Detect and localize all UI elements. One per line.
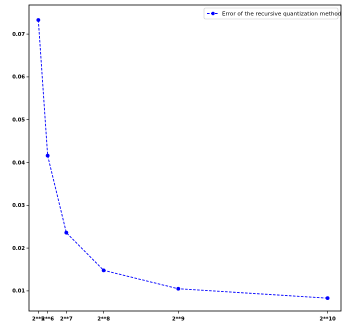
- x-axis: 2**52**6 2**7 2**8 2**9 2**10: [32, 311, 336, 323]
- x-tick-label: 2**5: [32, 317, 45, 323]
- y-tick-label: 0.06: [12, 75, 25, 81]
- x-tick-label: 2**10: [319, 317, 336, 323]
- data-point: [101, 268, 106, 273]
- y-tick-label: 0.01: [12, 289, 25, 295]
- y-tick-label: 0.07: [12, 32, 25, 38]
- legend-box: [203, 7, 339, 20]
- y-tick-label: 0.04: [12, 160, 25, 166]
- legend-marker: [211, 11, 215, 16]
- data-point: [64, 230, 69, 235]
- series-line: [37, 19, 328, 299]
- data-point: [176, 286, 181, 291]
- data-point: [36, 18, 41, 22]
- y-axis: 0.01 0.02 0.03 0.04 0.05 0.06 0.07: [12, 32, 29, 295]
- legend: Error of the recursive quantization meth…: [203, 7, 342, 20]
- data-point: [45, 153, 50, 158]
- y-tick-label: 0.05: [12, 117, 25, 123]
- data-point: [325, 296, 330, 301]
- y-tick-label: 0.02: [12, 246, 25, 252]
- x-tick-label: 2**8: [97, 317, 110, 323]
- plot-area: [28, 4, 342, 312]
- x-tick-label: 2**6: [41, 317, 54, 323]
- series-points: [36, 18, 330, 301]
- x-tick-label: 2**7: [60, 317, 73, 323]
- legend-label: Error of the recursive quantization meth…: [222, 12, 342, 18]
- x-tick-label: 2**9: [172, 317, 185, 323]
- y-tick-label: 0.03: [12, 203, 25, 209]
